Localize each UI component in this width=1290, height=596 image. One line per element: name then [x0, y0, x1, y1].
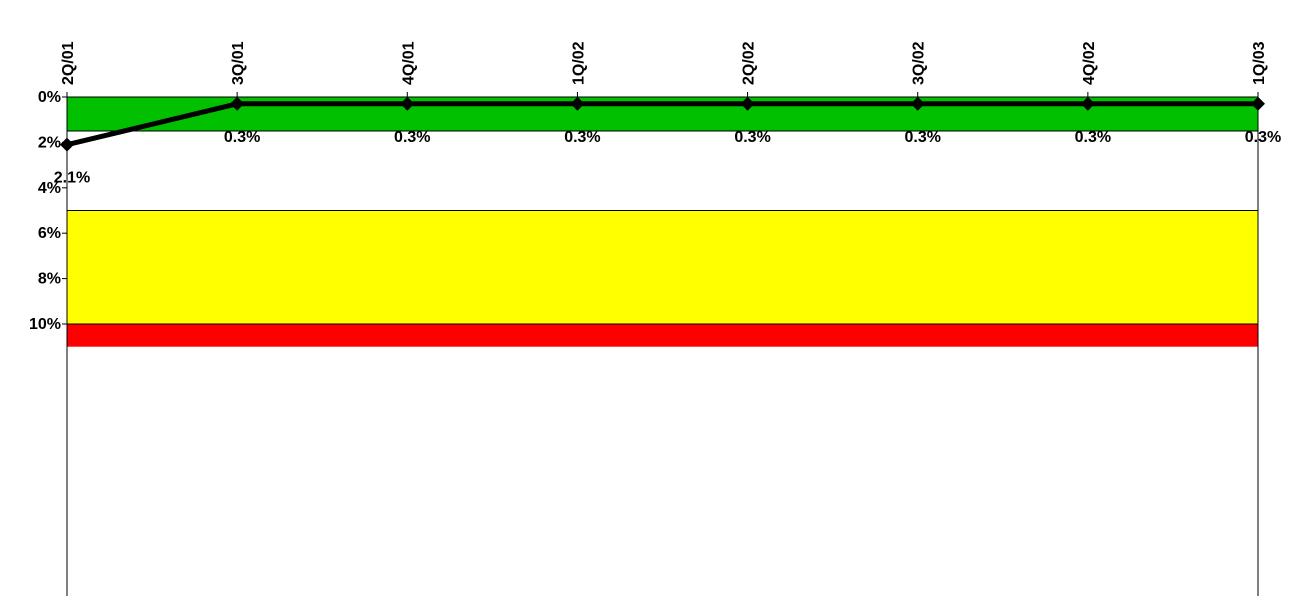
x-tick-label: 2Q/01	[60, 41, 77, 85]
data-point-marker	[570, 96, 585, 111]
data-label: 0.3%	[1245, 129, 1281, 146]
x-tick-label: 1Q/03	[1251, 41, 1268, 85]
data-label: 2.1%	[54, 170, 90, 187]
x-tick-label: 3Q/01	[230, 41, 247, 85]
data-label: 0.3%	[734, 129, 770, 146]
y-tick-label: 0%	[38, 89, 61, 106]
data-point-marker	[1251, 96, 1265, 111]
data-point-marker	[230, 96, 245, 111]
series-markers	[60, 96, 1265, 152]
data-label: 0.3%	[564, 129, 600, 146]
y-tick-label: 4%	[38, 180, 61, 197]
y-tick-label: 6%	[38, 225, 61, 242]
data-label: 0.3%	[1075, 129, 1111, 146]
series-line-layer	[66, 101, 1258, 148]
x-tick-label: 2Q/02	[741, 41, 758, 85]
band-1	[67, 131, 1258, 211]
series-line	[66, 101, 1258, 148]
data-point-marker	[60, 137, 74, 152]
data-point-marker	[1080, 96, 1095, 111]
data-labels: 2.1% 0.3% 0.3% 0.3% 0.3% 0.3% 0.3% 0.3%	[54, 129, 1281, 187]
x-tick-label: 4Q/02	[1081, 41, 1098, 85]
threshold-bands	[67, 97, 1258, 347]
y-tick-label: 8%	[38, 271, 61, 288]
data-label: 0.3%	[904, 129, 940, 146]
data-point-marker	[740, 96, 755, 111]
axes: 0% 2% 4% 6% 8% 10% 2Q/01 3Q/01 4Q/01 1Q/02 2Q/02 3Q…	[29, 41, 1268, 596]
y-tick-label: 10%	[29, 316, 61, 333]
band-2	[67, 210, 1258, 324]
x-tick-label: 3Q/02	[911, 41, 928, 85]
band-3	[67, 324, 1258, 347]
data-label: 0.3%	[224, 129, 260, 146]
x-tick-label: 4Q/01	[400, 41, 417, 85]
x-tick-label: 1Q/02	[570, 41, 587, 85]
data-label: 0.3%	[394, 129, 430, 146]
y-tick-label: 2%	[38, 134, 61, 151]
data-point-marker	[910, 96, 925, 111]
data-point-marker	[400, 96, 415, 111]
